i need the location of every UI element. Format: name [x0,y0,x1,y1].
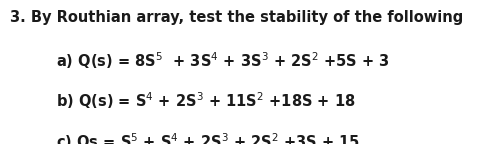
Text: 3. By Routhian array, test the stability of the following: 3. By Routhian array, test the stability… [10,10,462,25]
Text: b) Q(s) = S$^4$ + 2S$^3$ + 11S$^2$ +18S + 18: b) Q(s) = S$^4$ + 2S$^3$ + 11S$^2$ +18S … [56,91,355,111]
Text: a) Q(s) = 8S$^5$  + 3S$^4$ + 3S$^3$ + 2S$^2$ +5S + 3: a) Q(s) = 8S$^5$ + 3S$^4$ + 3S$^3$ + 2S$… [56,50,389,71]
Text: c) Qs = S$^5$ + S$^4$ + 2S$^3$ + 2S$^2$ +3S + 15: c) Qs = S$^5$ + S$^4$ + 2S$^3$ + 2S$^2$ … [56,131,360,144]
